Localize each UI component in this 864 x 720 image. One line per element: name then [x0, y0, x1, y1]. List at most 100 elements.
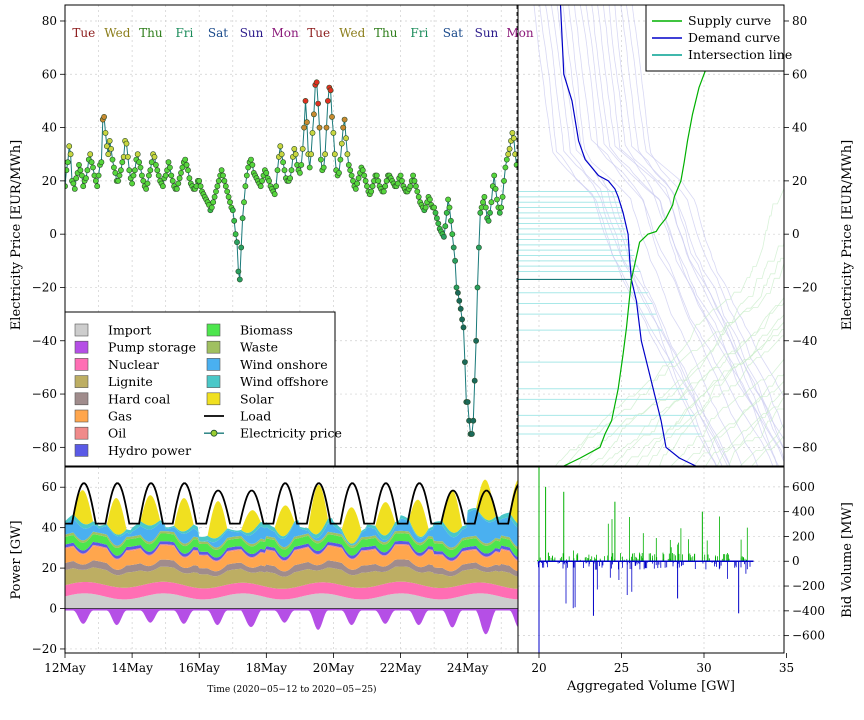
price-point	[499, 193, 506, 200]
legend-label: Lignite	[108, 374, 153, 389]
price-point	[373, 172, 380, 179]
price-point	[152, 161, 159, 168]
price-point	[224, 188, 231, 195]
day-label: Wed	[104, 26, 130, 40]
price-point	[473, 337, 479, 344]
demand-curve-background	[597, 5, 784, 441]
price-point	[179, 164, 186, 171]
price-point	[397, 172, 404, 179]
price-point	[482, 204, 489, 211]
demand-curve-background	[631, 5, 784, 430]
day-label: Fri	[410, 26, 428, 40]
price-point	[108, 145, 114, 152]
price-point	[355, 175, 362, 182]
legend-label: Oil	[108, 426, 126, 441]
day-label: Sun	[475, 26, 499, 40]
price-point	[461, 359, 468, 365]
price-point	[487, 209, 493, 216]
price-point	[186, 175, 193, 182]
price-point	[257, 183, 264, 190]
price-point	[464, 399, 471, 405]
supply-curve-background	[589, 240, 784, 466]
price-point	[338, 140, 345, 147]
price-point	[104, 143, 110, 150]
price-point	[382, 183, 389, 190]
price-point	[454, 289, 461, 296]
price-point	[245, 164, 252, 171]
price-point	[309, 129, 316, 136]
time-xlabel: Time (2020−05−12 to 2020−05−25)	[207, 684, 376, 695]
load-line	[65, 482, 518, 525]
price-point	[235, 268, 242, 275]
price-point	[197, 183, 204, 190]
area-wind-onshore	[65, 509, 518, 548]
price-point	[281, 167, 288, 174]
price-point	[345, 161, 352, 168]
price-point	[352, 185, 359, 192]
price-point	[131, 167, 138, 174]
legend-label: Waste	[240, 340, 278, 355]
price-point	[126, 167, 133, 174]
price-point	[241, 199, 247, 206]
price-point	[273, 183, 279, 190]
price-point	[460, 324, 467, 331]
legend-demand-label: Demand curve	[688, 30, 780, 45]
price-point	[145, 172, 152, 179]
volume-xtick-label: 35	[779, 661, 794, 675]
price-point	[92, 177, 99, 184]
power-ytick-label: −20	[32, 642, 57, 656]
price-point	[144, 180, 151, 187]
price-point	[394, 180, 401, 187]
price-point	[111, 164, 117, 171]
price-point	[178, 169, 184, 176]
price-ytick-label-left: −60	[32, 387, 57, 401]
price-point	[88, 159, 95, 166]
price-point	[459, 316, 465, 323]
legend-label: Solar	[240, 391, 274, 406]
price-point	[433, 215, 440, 222]
price-ytick-label-left: −40	[32, 334, 57, 348]
demand-curve	[559, 5, 697, 466]
price-point	[208, 204, 215, 211]
price-point	[502, 164, 509, 171]
price-point	[155, 172, 162, 179]
price-point	[496, 209, 503, 216]
price-point	[426, 196, 433, 203]
price-point	[77, 167, 84, 174]
price-point	[220, 172, 226, 179]
price-point	[231, 217, 238, 224]
legend-swatch	[74, 323, 89, 337]
price-point	[229, 207, 236, 214]
demand-curve-background	[562, 5, 731, 466]
price-point	[343, 135, 349, 142]
legend-label: Wind offshore	[240, 374, 328, 389]
price-point	[109, 156, 116, 163]
price-point	[457, 305, 464, 312]
price-point	[456, 297, 463, 304]
price-point	[175, 180, 182, 187]
price-point	[491, 172, 498, 179]
price-point	[432, 209, 439, 216]
price-point	[331, 151, 338, 158]
price-point	[503, 156, 510, 163]
price-point	[414, 188, 421, 195]
price-ytick-label-right: −40	[792, 334, 817, 348]
price-point	[154, 167, 161, 174]
price-point	[506, 145, 513, 152]
price-point	[173, 185, 180, 192]
bid-ytick-label: 0	[792, 554, 800, 568]
price-point	[375, 177, 382, 184]
price-point	[301, 124, 307, 131]
time-xtick-label: 22May	[380, 661, 422, 675]
price-point	[67, 151, 74, 158]
legend-swatch	[74, 375, 89, 388]
bid-ytick-label: 200	[792, 529, 815, 543]
day-labels: Tue Wed Thu Fri Sat Sun Mon Tue Wed Thu Fri Sat Sun M…	[72, 26, 534, 40]
area-pump-storage	[65, 608, 518, 635]
price-point	[95, 172, 102, 179]
price-ylabel-left: Electricity Price [EUR/MWh]	[9, 140, 24, 330]
generation-stack	[65, 479, 518, 635]
supply-curve-background	[566, 257, 784, 466]
volume-xtick-label: 20	[531, 661, 546, 675]
price-point	[98, 159, 105, 166]
